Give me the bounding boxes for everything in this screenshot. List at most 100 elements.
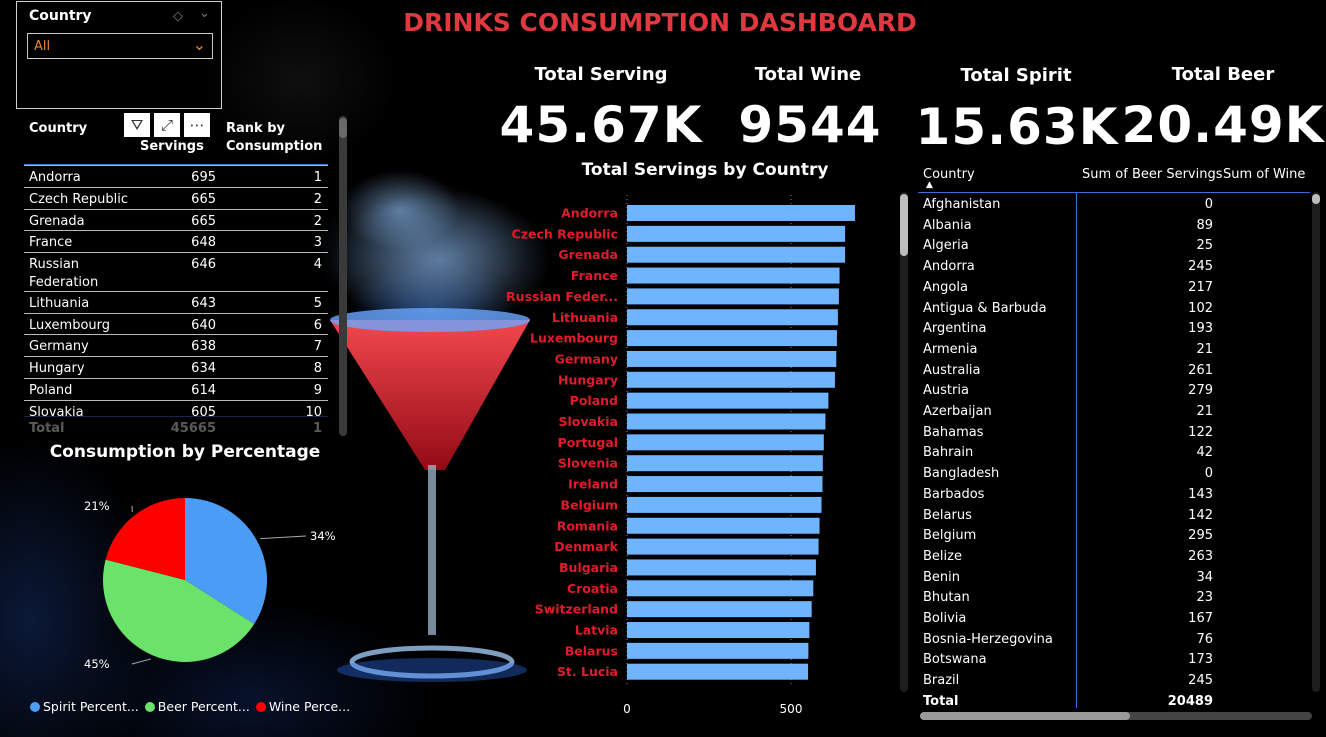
table-row[interactable]: Algeria 25 bbox=[918, 236, 1310, 257]
bar-grenada[interactable] bbox=[627, 246, 846, 263]
table-row[interactable]: Grenada 665 2 bbox=[24, 209, 328, 230]
category-label: France bbox=[571, 268, 618, 283]
total-label: Total bbox=[29, 421, 65, 436]
table-row[interactable]: Lithuania 643 5 bbox=[24, 291, 328, 313]
bar-slovenia[interactable] bbox=[627, 455, 823, 472]
legend-item-wine[interactable]: Wine Perce... bbox=[255, 699, 350, 714]
bar-belarus[interactable] bbox=[627, 642, 809, 659]
bar-bulgaria[interactable] bbox=[627, 559, 816, 576]
pie-slice-wine[interactable] bbox=[105, 498, 185, 580]
country-dropdown[interactable]: All ⌄ bbox=[27, 33, 213, 59]
table-row[interactable]: Hungary 634 8 bbox=[24, 356, 328, 378]
table-row[interactable]: Afghanistan 0 bbox=[918, 195, 1310, 216]
col-header-country-right[interactable]: Country bbox=[923, 167, 975, 182]
table-row[interactable]: Antigua & Barbuda 102 bbox=[918, 299, 1310, 320]
bar-denmark[interactable] bbox=[627, 538, 819, 555]
cell-country: Armenia bbox=[923, 341, 978, 357]
col-header-servings[interactable]: Servings bbox=[140, 139, 204, 154]
focus-mode-icon[interactable]: ⤢ bbox=[154, 113, 180, 137]
kpi-total-wine-value: 9544 bbox=[738, 96, 882, 154]
bar-slovakia[interactable] bbox=[627, 413, 826, 430]
rank-table-scrollbar[interactable] bbox=[339, 116, 347, 436]
legend-item-spirit[interactable]: Spirit Percent... bbox=[30, 699, 139, 714]
table-row[interactable]: Austria 279 bbox=[918, 381, 1310, 402]
table-row[interactable]: Czech Republic 665 2 bbox=[24, 187, 328, 209]
bar-portugal[interactable] bbox=[627, 434, 824, 451]
table-row[interactable]: Brazil 245 bbox=[918, 671, 1310, 692]
table-row[interactable]: Albania 89 bbox=[918, 216, 1310, 237]
right-table-scrollbar[interactable] bbox=[1312, 192, 1320, 692]
table-row[interactable]: France 648 3 bbox=[24, 230, 328, 252]
bar-hungary[interactable] bbox=[627, 371, 835, 388]
table-row[interactable]: Bhutan 23 bbox=[918, 588, 1310, 609]
col-header-country[interactable]: Country bbox=[29, 121, 88, 136]
rank-table-scroll-thumb[interactable] bbox=[339, 118, 347, 138]
rank-table[interactable]: ⛛ ⤢ ⋯ Country Servings Rank by Consumpti… bbox=[24, 113, 328, 436]
table-row[interactable]: Slovakia 605 10 bbox=[24, 400, 328, 420]
category-label: Grenada bbox=[558, 247, 618, 262]
country-slicer[interactable]: Country ◇ ⌄ All ⌄ bbox=[16, 1, 222, 109]
table-row[interactable]: Belarus 142 bbox=[918, 506, 1310, 527]
table-row[interactable]: Australia 261 bbox=[918, 361, 1310, 382]
bar-lithuania[interactable] bbox=[627, 309, 838, 326]
col-header-rank[interactable]: Rank by Consumption bbox=[226, 121, 323, 154]
table-row[interactable]: Benin 34 bbox=[918, 568, 1310, 589]
chevron-down-icon[interactable]: ⌄ bbox=[199, 6, 210, 21]
servings-bar-chart[interactable]: Andorra Czech Republic Grenada France Russia… bbox=[480, 190, 880, 720]
x-tick-label: 0 bbox=[623, 702, 631, 716]
table-row[interactable]: Barbados 143 bbox=[918, 485, 1310, 506]
consumption-pie-chart[interactable]: 34% 45% 21% bbox=[60, 470, 340, 690]
right-table-hscrollbar[interactable] bbox=[920, 712, 1312, 720]
table-row[interactable]: Bahamas 122 bbox=[918, 423, 1310, 444]
table-row[interactable]: Bosnia-Herzegovina 76 bbox=[918, 630, 1310, 651]
bar-latvia[interactable] bbox=[627, 622, 810, 638]
bar-st-lucia[interactable] bbox=[627, 663, 809, 680]
filter-icon[interactable]: ⛛ bbox=[124, 113, 150, 137]
cell-beer-servings: 193 bbox=[1188, 321, 1213, 337]
bar-germany[interactable] bbox=[627, 350, 837, 367]
table-row[interactable]: Andorra 695 1 bbox=[24, 165, 328, 187]
bar-czech-republic[interactable] bbox=[627, 225, 846, 242]
right-table-scroll-thumb[interactable] bbox=[1312, 194, 1320, 204]
table-row[interactable]: Belize 263 bbox=[918, 547, 1310, 568]
table-row[interactable]: Luxembourg 640 6 bbox=[24, 313, 328, 334]
table-row[interactable]: Armenia 21 bbox=[918, 340, 1310, 361]
beer-servings-table[interactable]: Country ▲ Sum of Beer Servings Sum of Wi… bbox=[918, 162, 1310, 712]
category-label: Switzerland bbox=[535, 602, 618, 617]
eraser-icon[interactable]: ◇ bbox=[173, 9, 183, 24]
bar-russian-feder-[interactable] bbox=[627, 288, 839, 305]
bar-belgium[interactable] bbox=[627, 496, 822, 513]
cell-country: Belarus bbox=[923, 507, 972, 523]
table-row[interactable]: Andorra 245 bbox=[918, 257, 1310, 278]
table-row[interactable]: Bangladesh 0 bbox=[918, 464, 1310, 485]
cell-country: Australia bbox=[923, 362, 981, 378]
table-row[interactable]: Belgium 295 bbox=[918, 526, 1310, 547]
table-row[interactable]: Bahrain 42 bbox=[918, 443, 1310, 464]
pie-slice-beer[interactable] bbox=[103, 559, 255, 662]
bar-croatia[interactable] bbox=[627, 580, 814, 597]
table-row[interactable]: Botswana 173 bbox=[918, 650, 1310, 671]
col-header-beer[interactable]: Sum of Beer Servings bbox=[1082, 167, 1223, 182]
legend-item-beer[interactable]: Beer Percent... bbox=[144, 699, 250, 714]
right-table-hscroll-thumb[interactable] bbox=[920, 712, 1130, 720]
table-row[interactable]: Argentina 193 bbox=[918, 319, 1310, 340]
cell-beer-servings: 167 bbox=[1188, 611, 1213, 626]
more-options-icon[interactable]: ⋯ bbox=[184, 113, 210, 137]
table-row[interactable]: Angola 217 bbox=[918, 278, 1310, 299]
bar-romania[interactable] bbox=[627, 517, 820, 534]
table-row[interactable]: Russian Federation 646 4 bbox=[24, 252, 328, 291]
table-row[interactable]: Bolivia 167 bbox=[918, 609, 1310, 630]
right-table-left-scrollbar[interactable] bbox=[900, 192, 908, 692]
bar-andorra[interactable] bbox=[627, 205, 855, 221]
table-row[interactable]: Poland 614 9 bbox=[24, 378, 328, 400]
table-row[interactable]: Germany 638 7 bbox=[24, 334, 328, 356]
col-header-wine[interactable]: Sum of Wine S bbox=[1223, 167, 1310, 182]
table-row[interactable]: Azerbaijan 21 bbox=[918, 402, 1310, 423]
bar-switzerland[interactable] bbox=[627, 601, 812, 618]
bar-ireland[interactable] bbox=[627, 476, 823, 493]
bar-poland[interactable] bbox=[627, 392, 829, 409]
pie-slice-spirit[interactable] bbox=[185, 498, 267, 624]
right-table-left-scroll-thumb[interactable] bbox=[900, 194, 908, 256]
bar-france[interactable] bbox=[627, 267, 840, 284]
bar-luxembourg[interactable] bbox=[627, 330, 837, 347]
